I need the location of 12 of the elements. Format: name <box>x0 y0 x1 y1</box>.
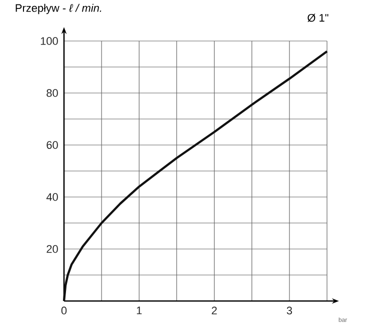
y-tick-label: 60 <box>46 141 58 149</box>
y-tick-label: 40 <box>46 193 58 201</box>
x-tick-label: 1 <box>136 306 142 314</box>
line-series <box>62 50 328 302</box>
y-tick-label: 100 <box>40 37 58 45</box>
y-axis-title: Przepływ - ℓ / min. <box>16 4 102 14</box>
x-tick-label: 2 <box>212 306 217 314</box>
text: Ø 1" <box>308 14 328 22</box>
x-tick-label: 0 <box>61 306 67 314</box>
y-tick-label: 20 <box>46 245 58 253</box>
x-tick-label: 3 <box>286 306 292 314</box>
y-tick-label: 80 <box>46 89 58 97</box>
